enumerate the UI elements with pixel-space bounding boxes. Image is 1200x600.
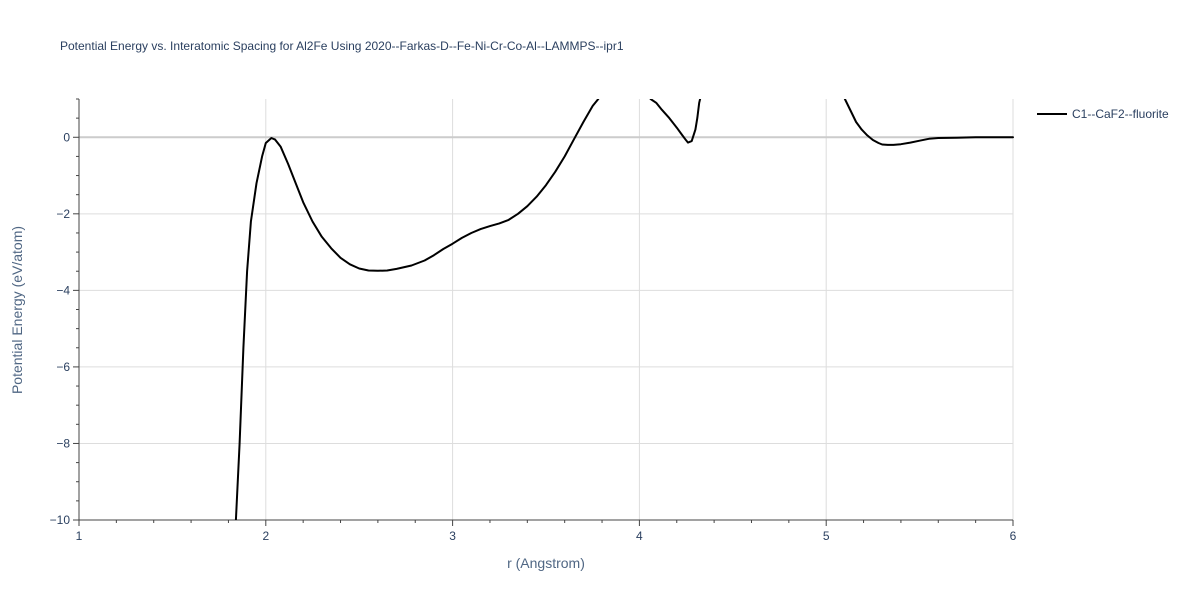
y-axis-title: Potential Energy (eV/atom) (9, 226, 25, 394)
x-axis-ticks: 1 2 3 4 5 6 (76, 520, 1017, 543)
series-line-segment (234, 99, 600, 520)
series-lines (234, 99, 1014, 520)
y-tick-label: −2 (56, 207, 70, 221)
x-tick-label: 3 (449, 529, 456, 543)
series-line-segment (843, 99, 1014, 146)
x-axis-title: r (Angstrom) (507, 555, 585, 571)
x-tick-label: 4 (636, 529, 643, 543)
series-line-segment (649, 99, 702, 144)
chart-title: Potential Energy vs. Interatomic Spacing… (60, 39, 624, 53)
y-tick-label: −10 (50, 513, 71, 527)
y-tick-label: 0 (63, 130, 70, 144)
x-tick-label: 6 (1010, 529, 1017, 543)
y-tick-label: −6 (56, 360, 70, 374)
y-tick-label: −8 (56, 436, 70, 450)
legend-label: C1--CaF2--fluorite (1072, 107, 1169, 121)
x-tick-label: 1 (76, 529, 83, 543)
x-tick-label: 5 (823, 529, 830, 543)
x-tick-label: 2 (262, 529, 269, 543)
y-axis-ticks: −10 −8 −6 −4 −2 0 (50, 98, 79, 527)
grid-lines (79, 99, 1014, 520)
y-tick-label: −4 (56, 283, 70, 297)
legend[interactable]: C1--CaF2--fluorite (1037, 107, 1169, 121)
